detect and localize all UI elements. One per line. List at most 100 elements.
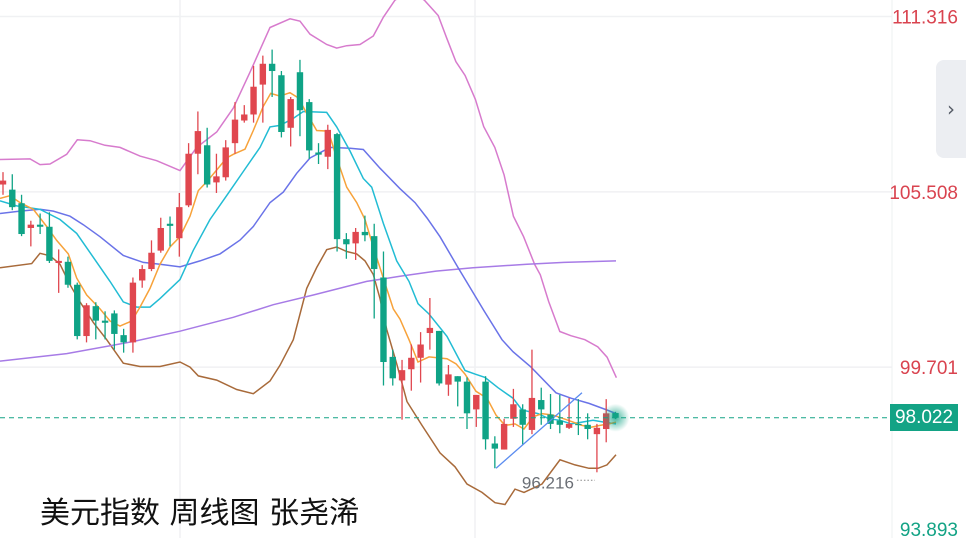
candle bbox=[231, 102, 239, 154]
candle-body bbox=[231, 119, 239, 144]
candle bbox=[389, 349, 396, 386]
candle bbox=[426, 298, 434, 350]
grid bbox=[0, 0, 893, 538]
candle bbox=[120, 328, 127, 353]
candle-body bbox=[593, 427, 601, 435]
candle bbox=[463, 377, 471, 430]
candle bbox=[0, 172, 7, 195]
candle-body bbox=[9, 189, 16, 208]
candle bbox=[352, 227, 359, 260]
candle bbox=[315, 143, 322, 164]
candle-body bbox=[491, 443, 499, 449]
candle-body bbox=[101, 320, 109, 323]
candle bbox=[343, 233, 350, 259]
y-tick-label: 93.893 bbox=[900, 520, 958, 538]
candle-body bbox=[426, 327, 434, 334]
candle bbox=[287, 96, 294, 147]
candle bbox=[250, 65, 257, 123]
candle-body bbox=[278, 75, 285, 132]
candle-body bbox=[417, 344, 424, 358]
candle bbox=[371, 223, 378, 319]
candle-body bbox=[268, 63, 276, 72]
candle-body bbox=[185, 153, 192, 206]
candle bbox=[296, 59, 304, 137]
line-boll-lower bbox=[0, 246, 617, 506]
line-ma20 bbox=[0, 146, 617, 415]
candle-body bbox=[111, 313, 118, 334]
trendline bbox=[495, 392, 583, 469]
candle bbox=[408, 344, 415, 391]
candle-body bbox=[575, 423, 582, 426]
candle-body bbox=[454, 376, 461, 382]
candle-body bbox=[176, 207, 183, 239]
candle bbox=[83, 303, 90, 343]
candle-body bbox=[55, 260, 62, 263]
candle-body bbox=[398, 370, 406, 381]
expand-panel-button[interactable]: › bbox=[936, 60, 966, 158]
candle-body bbox=[565, 423, 573, 428]
candle bbox=[64, 256, 72, 288]
candle-body bbox=[389, 356, 396, 379]
candle bbox=[417, 332, 424, 383]
candle-body bbox=[500, 423, 508, 450]
candle-body bbox=[18, 203, 25, 235]
candles bbox=[0, 49, 619, 473]
candle-body bbox=[203, 145, 211, 185]
candle-body bbox=[27, 224, 35, 228]
candle-body bbox=[148, 252, 155, 270]
candle bbox=[74, 282, 81, 340]
candle bbox=[528, 349, 536, 435]
candle-body bbox=[408, 357, 415, 370]
candle-body bbox=[259, 63, 267, 85]
candle bbox=[278, 71, 285, 138]
candle bbox=[538, 387, 545, 425]
candle bbox=[473, 394, 480, 427]
candle bbox=[139, 265, 146, 288]
candle bbox=[593, 423, 601, 473]
candle-body bbox=[510, 404, 517, 419]
candle bbox=[176, 192, 183, 257]
line-boll-upper bbox=[0, 0, 618, 379]
candle-body bbox=[482, 381, 489, 440]
candle bbox=[380, 251, 387, 386]
current-price-label: 98.022 bbox=[890, 404, 958, 431]
candle bbox=[157, 217, 164, 253]
current-price-glow bbox=[601, 403, 630, 432]
candle-body bbox=[139, 269, 146, 281]
candle bbox=[9, 174, 16, 211]
candle-body bbox=[92, 306, 99, 321]
candle-body bbox=[463, 381, 471, 414]
candle-body bbox=[83, 305, 90, 337]
candle-body bbox=[213, 176, 220, 183]
candle bbox=[445, 365, 452, 396]
candle bbox=[213, 153, 220, 193]
candle bbox=[55, 249, 62, 293]
candle-body bbox=[380, 277, 387, 363]
candle bbox=[500, 418, 508, 450]
candle bbox=[46, 212, 53, 263]
candle-body bbox=[361, 231, 369, 236]
candle bbox=[241, 105, 248, 123]
candle bbox=[306, 99, 313, 159]
candle-body bbox=[556, 420, 563, 425]
candle-body bbox=[445, 374, 452, 385]
candle-body bbox=[46, 226, 53, 261]
candle bbox=[565, 397, 573, 430]
candle bbox=[491, 436, 499, 469]
candle bbox=[435, 330, 443, 386]
y-tick-label: 111.316 bbox=[892, 8, 958, 29]
candle-body bbox=[250, 86, 257, 115]
candle-body bbox=[222, 147, 229, 178]
candle-body bbox=[333, 134, 341, 240]
candle bbox=[454, 376, 461, 407]
y-tick-label: 105.508 bbox=[889, 183, 958, 204]
candle-body bbox=[194, 131, 202, 154]
candle-body bbox=[64, 261, 72, 285]
candle bbox=[129, 277, 137, 353]
y-tick-label: 99.701 bbox=[900, 358, 958, 379]
candle bbox=[268, 49, 276, 97]
candle-body bbox=[315, 152, 322, 155]
candle bbox=[92, 302, 99, 340]
candle bbox=[111, 310, 118, 350]
